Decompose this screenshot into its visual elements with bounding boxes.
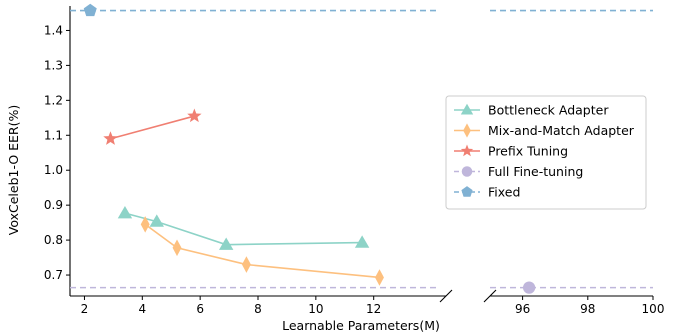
legend-swatch-marker — [463, 123, 471, 138]
mix-and-match-adapter-line — [144, 223, 380, 279]
axes: 0.7 0.8 0.9 1.0 1.1 1.2 1.3 1.4 2 4 6 8 10 12 96 98 100 — [44, 6, 665, 316]
y-tick-label: 1.0 — [44, 163, 63, 177]
series-layer — [83, 3, 536, 294]
x-tick-left-label: 8 — [254, 302, 262, 316]
x-axis-label: Learnable Parameters(M) — [282, 318, 440, 333]
legend-item-fixed: Fixed — [454, 185, 520, 200]
legend-label: Mix-and-Match Adapter — [488, 123, 635, 138]
prefix-tuning-line — [110, 115, 195, 140]
x-tick-right-label: 100 — [642, 302, 665, 316]
y-axis-label: VoxCeleb1-O EER(%) — [6, 105, 21, 236]
x-tick-left-label: 4 — [138, 302, 146, 316]
legend-label: Bottleneck Adapter — [488, 103, 609, 118]
y-tick-label: 1.1 — [44, 128, 63, 142]
legend-item-mix-and-match-adapter: Mix-and-Match Adapter — [454, 123, 635, 138]
prefix-tuning-point — [103, 131, 118, 145]
y-tick-label: 1.2 — [44, 93, 63, 107]
mix-and-match-adapter-point — [172, 239, 182, 257]
legend-swatch-marker — [461, 166, 473, 177]
legend-swatch-marker — [460, 144, 474, 157]
fixed-point — [83, 3, 97, 17]
y-tick-label: 1.3 — [44, 58, 63, 72]
y-tick-label: 1.4 — [44, 23, 63, 37]
axis-break-mark-right — [483, 289, 497, 303]
reference-lines — [70, 9, 653, 289]
legend-item-full-fine-tuning: Full Fine-tuning — [454, 164, 583, 179]
y-tick-label: 0.8 — [44, 233, 63, 247]
x-tick-left-label: 10 — [308, 302, 323, 316]
mix-and-match-adapter-point — [140, 216, 150, 233]
full-fine-tuning-point — [523, 281, 536, 294]
legend: Bottleneck Adapter Mix-and-Match Adapter P… — [445, 95, 647, 210]
bottleneck-adapter-line — [124, 212, 363, 246]
y-tick-label: 0.9 — [44, 198, 63, 212]
x-tick-left-label: 2 — [81, 302, 89, 316]
legend-box — [445, 95, 647, 210]
bottleneck-adapter-point — [354, 235, 370, 248]
x-tick-left-label: 6 — [196, 302, 204, 316]
legend-label: Full Fine-tuning — [488, 164, 583, 179]
y-tick-label: 0.7 — [44, 268, 63, 282]
x-tick-right-label: 98 — [580, 302, 595, 316]
bottleneck-adapter-point — [149, 214, 164, 227]
legend-label: Prefix Tuning — [488, 144, 568, 159]
axis-break-mark-left — [439, 289, 453, 303]
legend-swatch-marker — [460, 103, 474, 115]
legend-swatch-marker — [461, 186, 473, 197]
legend-label: Fixed — [488, 185, 520, 200]
bottleneck-adapter-point — [117, 205, 133, 219]
legend-item-prefix-tuning: Prefix Tuning — [454, 144, 568, 159]
prefix-tuning-point — [187, 108, 202, 123]
mix-and-match-adapter-point — [241, 256, 251, 273]
bottleneck-adapter-point — [218, 237, 234, 250]
x-tick-right-label: 96 — [515, 302, 530, 316]
mix-and-match-adapter-point — [375, 269, 384, 286]
x-tick-left-label: 12 — [366, 302, 381, 316]
legend-item-bottleneck-adapter: Bottleneck Adapter — [454, 103, 609, 118]
